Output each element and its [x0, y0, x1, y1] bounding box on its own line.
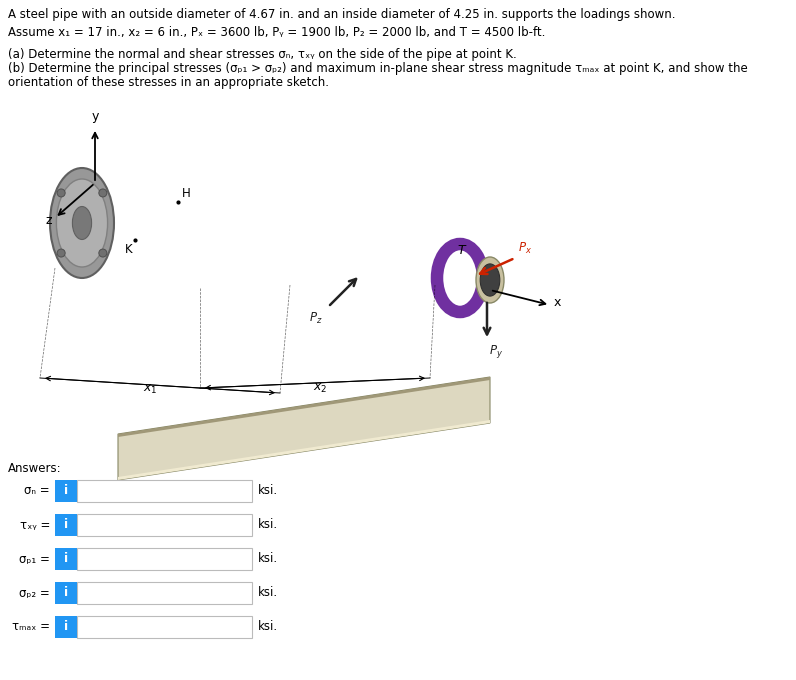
FancyBboxPatch shape	[55, 514, 77, 536]
Circle shape	[57, 189, 65, 197]
Text: σₚ₂ =: σₚ₂ =	[19, 586, 50, 600]
Text: y: y	[92, 110, 99, 123]
Text: $T$: $T$	[457, 243, 467, 256]
Ellipse shape	[72, 207, 92, 239]
Ellipse shape	[480, 264, 500, 296]
Text: ksi.: ksi.	[258, 586, 278, 600]
Text: i: i	[64, 484, 68, 498]
Text: i: i	[64, 620, 68, 634]
Ellipse shape	[476, 257, 504, 303]
Text: τₓᵧ =: τₓᵧ =	[20, 518, 50, 532]
FancyBboxPatch shape	[77, 480, 252, 502]
Text: τₘₐₓ =: τₘₐₓ =	[12, 620, 50, 634]
Ellipse shape	[50, 168, 114, 278]
Text: ksi.: ksi.	[258, 620, 278, 634]
Polygon shape	[118, 420, 490, 480]
Text: Answers:: Answers:	[8, 462, 61, 475]
Text: K: K	[124, 243, 132, 256]
FancyBboxPatch shape	[55, 548, 77, 570]
Text: (a) Determine the normal and shear stresses σₙ, τₓᵧ on the side of the pipe at p: (a) Determine the normal and shear stres…	[8, 48, 517, 61]
FancyBboxPatch shape	[77, 514, 252, 536]
FancyBboxPatch shape	[55, 480, 77, 502]
Text: $P_z$: $P_z$	[310, 311, 323, 326]
Text: (b) Determine the principal stresses (σₚ₁ > σₚ₂) and maximum in-plane shear stre: (b) Determine the principal stresses (σₚ…	[8, 62, 747, 75]
FancyBboxPatch shape	[77, 548, 252, 570]
Text: ksi.: ksi.	[258, 484, 278, 498]
Polygon shape	[118, 377, 490, 480]
Text: $P_x$: $P_x$	[518, 241, 532, 256]
Text: σₚ₁ =: σₚ₁ =	[19, 552, 50, 566]
Text: A steel pipe with an outside diameter of 4.67 in. and an inside diameter of 4.25: A steel pipe with an outside diameter of…	[8, 8, 676, 21]
Polygon shape	[118, 377, 490, 437]
Text: $x_2$: $x_2$	[313, 382, 327, 395]
FancyBboxPatch shape	[77, 582, 252, 604]
FancyBboxPatch shape	[77, 616, 252, 638]
Circle shape	[57, 249, 65, 257]
Text: $x_1$: $x_1$	[142, 382, 158, 396]
Circle shape	[99, 249, 107, 257]
Text: x: x	[554, 296, 561, 309]
Text: i: i	[64, 552, 68, 566]
Text: i: i	[64, 518, 68, 532]
Text: $P_y$: $P_y$	[489, 343, 503, 360]
Text: ksi.: ksi.	[258, 552, 278, 566]
Text: Assume x₁ = 17 in., x₂ = 6 in., Pₓ = 3600 lb, Pᵧ = 1900 lb, P₂ = 2000 lb, and T : Assume x₁ = 17 in., x₂ = 6 in., Pₓ = 360…	[8, 26, 545, 39]
Ellipse shape	[57, 179, 107, 267]
FancyBboxPatch shape	[55, 616, 77, 638]
Text: i: i	[64, 586, 68, 600]
Text: orientation of these stresses in an appropriate sketch.: orientation of these stresses in an appr…	[8, 76, 329, 89]
Text: z: z	[45, 214, 53, 226]
Text: ksi.: ksi.	[258, 518, 278, 532]
Text: σₙ =: σₙ =	[25, 484, 50, 498]
FancyBboxPatch shape	[55, 582, 77, 604]
Text: H: H	[182, 187, 191, 200]
Circle shape	[99, 189, 107, 197]
